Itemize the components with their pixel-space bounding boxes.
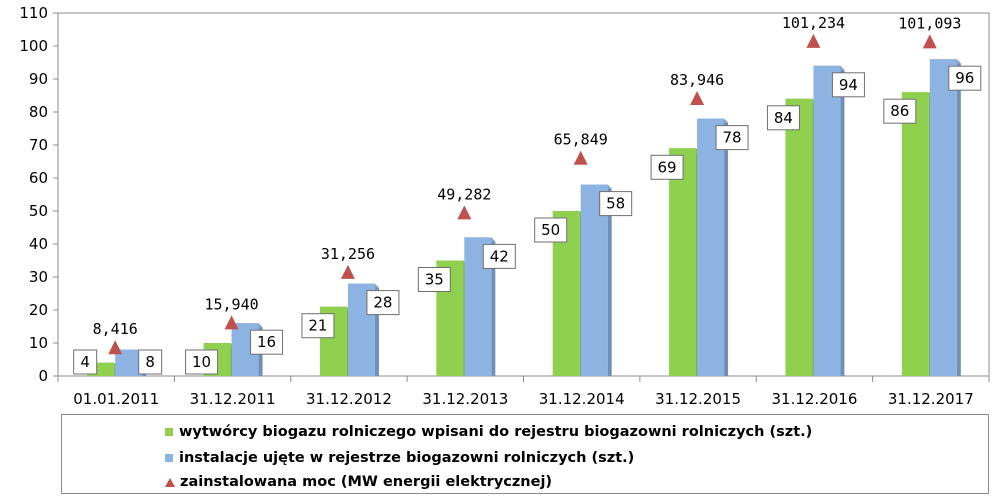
bar-blue-side: [724, 122, 729, 376]
legend-label-green: wytwórcy biogazu rolniczego wpisani do r…: [179, 424, 813, 440]
x-tick-label: 31.12.2015: [655, 390, 741, 408]
bar-blue-side: [956, 63, 961, 376]
bar-blue: [580, 184, 608, 376]
label-green: 84: [774, 109, 793, 127]
plot-area: [57, 12, 990, 377]
y-tick-label: 110: [19, 4, 48, 22]
x-tick-label: 01.01.2011: [73, 390, 159, 408]
marker-label: 49,282: [437, 185, 491, 203]
marker-triangle: [108, 340, 123, 355]
label-blue: 58: [606, 195, 625, 213]
marker-triangle: [573, 150, 588, 165]
marker-label: 101,093: [898, 14, 961, 32]
label-blue-box: [599, 191, 633, 217]
y-tick-label: 80: [29, 103, 48, 121]
x-tick-label: 31.12.2011: [190, 390, 276, 408]
legend-item-triangle: zainstalowana moc (MW energii elektryczn…: [165, 472, 552, 492]
bar-blue-side: [374, 287, 379, 376]
label-blue-box: [948, 65, 982, 91]
legend-item-blue: instalacje ujęte w rejestrze biogazowni …: [165, 448, 634, 468]
x-tick-label: 31.12.2013: [422, 390, 508, 408]
legend-swatch-green: [165, 428, 173, 436]
label-blue: 8: [145, 353, 155, 371]
bar-green: [901, 92, 929, 376]
legend-swatch-blue: [165, 454, 173, 462]
label-green: 4: [80, 353, 90, 371]
label-blue-box: [366, 290, 400, 316]
marker-label: 8,416: [93, 320, 138, 338]
label-green-box: [185, 349, 219, 375]
label-blue: 94: [839, 76, 858, 94]
label-green-box: [766, 105, 800, 131]
label-blue-box: [831, 72, 865, 98]
bar-blue: [697, 118, 725, 376]
y-tick-label: 90: [29, 70, 48, 88]
label-blue-box: [482, 243, 516, 269]
y-tick-label: 60: [29, 169, 48, 187]
y-tick-label: 30: [29, 268, 48, 286]
x-tick-label: 31.12.2012: [306, 390, 392, 408]
legend-triangle-icon: [165, 477, 175, 487]
label-green-box: [417, 267, 451, 292]
label-green-box: [301, 313, 335, 339]
marker-triangle: [922, 34, 937, 49]
marker-triangle: [340, 264, 355, 279]
chart-svg: 0 10 20 30 40 50 60 70 80 90 100 110 01.01.2011 31.12…: [19, 4, 990, 408]
label-blue: 42: [490, 247, 509, 265]
x-tick-label: 31.12.2017: [888, 390, 974, 408]
bar-green: [669, 148, 697, 376]
label-green: 86: [890, 102, 909, 120]
label-blue-box: [250, 329, 284, 355]
label-green-box: [650, 154, 684, 180]
bar-green: [785, 98, 813, 377]
label-green: 10: [192, 353, 211, 371]
label-green-box: [73, 349, 98, 375]
label-blue: 96: [955, 69, 974, 87]
legend-item-green: wytwórcy biogazu rolniczego wpisani do r…: [165, 422, 812, 442]
legend-label-blue: instalacje ujęte w rejestrze biogazowni …: [179, 450, 635, 466]
label-green: 50: [541, 221, 560, 239]
marker-triangle: [224, 315, 239, 330]
label-green-box: [883, 98, 917, 124]
marker-label: 83,946: [670, 71, 724, 89]
marker-label: 31,256: [321, 245, 375, 263]
y-tick-label: 0: [38, 367, 48, 385]
label-green: 21: [308, 317, 327, 335]
y-tick-label: 50: [29, 202, 48, 220]
y-tick-label: 100: [19, 37, 48, 55]
label-green: 69: [658, 158, 677, 176]
legend-label-triangle: zainstalowana moc (MW energii elektryczn…: [180, 474, 553, 490]
x-tick-label: 31.12.2014: [539, 390, 625, 408]
marker-label: 15,940: [204, 295, 258, 313]
label-blue-box: [138, 349, 163, 375]
marker-triangle: [690, 90, 705, 105]
marker-triangle: [806, 33, 821, 48]
y-tick-label: 10: [29, 334, 48, 352]
label-green-box: [534, 217, 568, 243]
label-blue: 28: [373, 294, 392, 312]
marker-triangle: [457, 205, 472, 220]
bar-blue-side: [491, 241, 496, 376]
y-tick-label: 20: [29, 301, 48, 319]
label-blue: 78: [723, 129, 742, 147]
label-blue: 16: [257, 333, 276, 351]
x-tick-label: 31.12.2016: [771, 390, 857, 408]
label-green: 35: [425, 271, 444, 289]
label-blue-box: [715, 125, 749, 151]
bar-blue: [813, 65, 841, 377]
marker-label: 65,849: [554, 131, 608, 149]
marker-label: 101,234: [782, 14, 845, 32]
legend: wytwórcy biogazu rolniczego wpisani do r…: [61, 414, 989, 494]
bar-blue-side: [607, 188, 612, 376]
bar-blue-side: [840, 69, 845, 377]
y-tick-label: 40: [29, 235, 48, 253]
y-tick-label: 70: [29, 136, 48, 154]
bar-blue: [929, 59, 957, 376]
